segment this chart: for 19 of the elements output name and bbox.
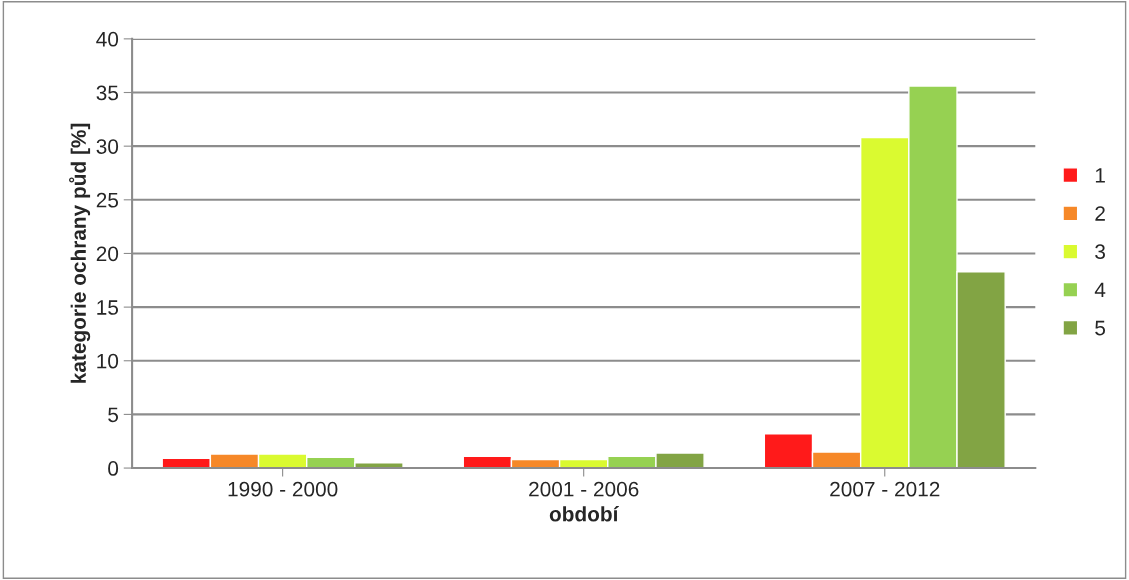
y-tick-label: 5 [108, 407, 119, 423]
x-tick-label: 2007 - 2012 [830, 481, 940, 497]
y-tick-label: 35 [96, 85, 119, 101]
y-tick-label: 25 [96, 192, 119, 208]
x-tick-label: 1990 - 2000 [228, 481, 338, 497]
legend-label: 4 [1094, 282, 1106, 298]
legend-label: 1 [1095, 168, 1105, 183]
legend-label: 2 [1095, 206, 1105, 221]
x-axis-title: období [549, 506, 619, 522]
y-tick-label: 40 [96, 31, 119, 47]
y-tick-label: 10 [97, 353, 119, 369]
y-tick-label: 30 [96, 139, 119, 154]
y-tick-label: 15 [97, 300, 119, 315]
y-axis-title: kategorie ochrany půd [%] [69, 123, 91, 383]
y-tick-label: 20 [96, 246, 119, 262]
legend-label: 3 [1095, 244, 1105, 260]
x-tick-label: 2001 - 2006 [529, 481, 639, 497]
y-tick-label: 0 [108, 461, 119, 476]
legend-label: 5 [1095, 320, 1106, 336]
